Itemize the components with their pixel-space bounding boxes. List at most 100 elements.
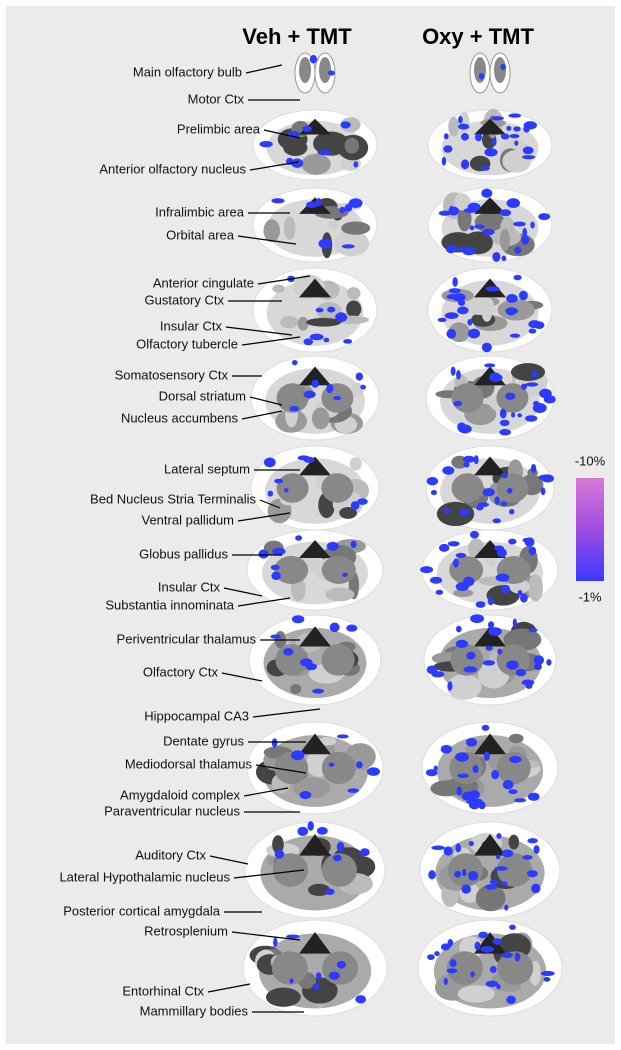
brain-section (469, 52, 511, 94)
activation-blob (430, 490, 438, 496)
activation-blob (461, 884, 471, 894)
activation-blob (511, 412, 516, 418)
activation-blob (527, 838, 538, 844)
region (341, 221, 371, 235)
activation-blob (485, 980, 499, 987)
region-label: Insular Ctx (158, 579, 221, 594)
activation-blob (447, 681, 453, 691)
activation-blob (299, 658, 313, 667)
midline-wedge (299, 626, 331, 647)
activation-blob (329, 622, 340, 633)
activation-blob (271, 738, 278, 748)
region-label: Lateral septum (164, 461, 250, 476)
striatum (321, 473, 354, 503)
activation-blob (525, 415, 538, 422)
region (465, 304, 497, 316)
activation-blob (474, 224, 485, 229)
activation-blob (344, 204, 353, 212)
activation-blob (435, 589, 444, 595)
activation-blob (492, 518, 501, 524)
activation-blob (509, 924, 516, 930)
activation-blob (291, 750, 305, 761)
striatum (496, 751, 531, 785)
brain-section (425, 445, 555, 531)
activation-blob (336, 841, 345, 852)
activation-blob (307, 821, 314, 831)
activation-blob (366, 767, 380, 776)
activation-blob (462, 455, 476, 463)
activation-blob (515, 668, 527, 677)
activation-blob (505, 392, 516, 400)
activation-blob (531, 883, 541, 894)
brain-section (427, 108, 553, 181)
brain-section (427, 267, 553, 353)
region-label: Olfactory Ctx (143, 664, 219, 679)
striatum (321, 644, 355, 676)
leader-line (259, 499, 281, 509)
activation-blob (272, 547, 286, 556)
activation-blob (530, 370, 539, 378)
leader-line (243, 787, 289, 797)
activation-blob (525, 382, 539, 387)
region-label: Dorsal striatum (159, 388, 246, 403)
brain-section (417, 919, 563, 1017)
activation-blob (506, 995, 516, 1004)
activation-blob (489, 965, 497, 973)
brain-section (242, 919, 388, 1017)
activation-blob (457, 773, 469, 778)
striatum (496, 473, 529, 503)
activation-blob (438, 210, 452, 216)
activation-blob (501, 472, 508, 479)
activation-blob (271, 571, 281, 581)
activation-blob (484, 148, 498, 157)
activation-blob (326, 383, 334, 394)
activation-blob (484, 884, 498, 890)
brain-section (252, 109, 378, 181)
activation-blob (455, 582, 469, 592)
brain-sections (242, 52, 563, 1017)
brain-section (425, 355, 556, 441)
activation-blob (533, 845, 540, 854)
activation-blob (495, 573, 510, 582)
activation-blob (327, 70, 335, 76)
activation-blob (309, 333, 324, 341)
activation-blob (474, 941, 481, 951)
activation-blob (520, 593, 528, 603)
activation-blob (316, 827, 328, 835)
activation-blob (533, 655, 545, 665)
activation-blob (463, 461, 470, 468)
bulb-layer (474, 57, 486, 83)
activation-blob (502, 779, 514, 790)
leader-line (255, 764, 307, 774)
region-label: Nucleus accumbens (121, 410, 239, 425)
activation-blob (299, 791, 312, 800)
activation-blob (509, 508, 515, 515)
region-label: Motor Ctx (188, 91, 245, 106)
activation-blob (327, 306, 336, 313)
activation-blob (289, 405, 300, 412)
activation-blob (472, 764, 479, 774)
activation-blob (485, 645, 493, 651)
activation-blob (528, 628, 538, 633)
activation-blob (517, 590, 523, 596)
activation-blob (500, 501, 507, 507)
activation-blob (455, 752, 469, 762)
activation-blob (291, 158, 304, 168)
activation-blob (456, 786, 462, 796)
activation-blob (326, 541, 339, 551)
activation-blob (469, 790, 480, 799)
leader-line (221, 672, 263, 682)
activation-blob (273, 937, 278, 948)
activation-blob (478, 931, 489, 939)
activation-blob (475, 133, 482, 142)
activation-blob (295, 535, 303, 541)
activation-blob (500, 133, 510, 140)
region (328, 219, 340, 231)
activation-blob (500, 63, 506, 71)
leader-line (233, 869, 305, 879)
activation-blob (336, 734, 349, 739)
region (318, 736, 337, 746)
activation-blob (521, 235, 530, 245)
midline-wedge (474, 834, 506, 856)
activation-blob (274, 849, 285, 859)
